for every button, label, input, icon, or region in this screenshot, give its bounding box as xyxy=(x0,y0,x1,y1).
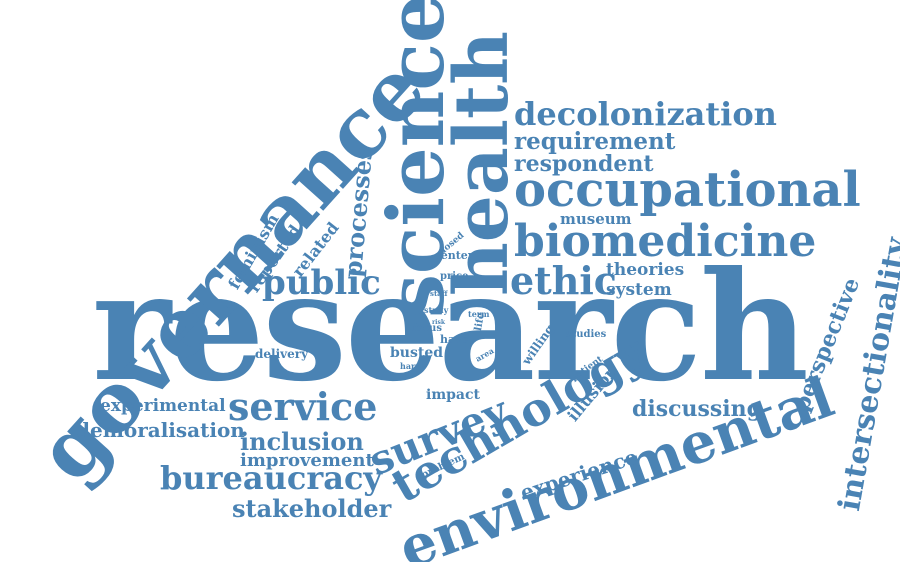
word-discussing: discussing xyxy=(632,396,763,422)
word-delivery: delivery xyxy=(255,347,309,361)
word-study: study xyxy=(424,305,449,315)
word-biomedicine: biomedicine xyxy=(514,216,817,267)
word-studies: studies xyxy=(566,329,607,340)
word-demoralisation: demoralisation xyxy=(76,418,245,442)
word-inclusion: inclusion xyxy=(240,427,364,456)
word-have: have xyxy=(440,333,469,346)
word-risk: risk xyxy=(432,319,445,326)
word-occupational: occupational xyxy=(514,162,861,218)
word-service: service xyxy=(228,384,378,429)
word-bureaucracy: bureaucracy xyxy=(160,459,383,497)
word-center: center xyxy=(434,249,474,262)
word-public: public xyxy=(262,263,381,303)
word-harm: harm xyxy=(400,361,424,371)
word-decolonization: decolonization xyxy=(514,95,777,133)
word-price: price xyxy=(440,271,469,282)
word-term: term xyxy=(468,309,490,319)
word-ethic: ethic xyxy=(510,258,617,303)
word-theories: theories xyxy=(606,260,685,280)
word-research: research xyxy=(92,239,809,415)
word-respondent: respondent xyxy=(514,151,654,177)
word-impact: impact xyxy=(426,387,480,403)
word-system: system xyxy=(606,280,672,300)
word-stakeholder: stakeholder xyxy=(232,494,392,523)
word-staff: staff xyxy=(430,289,448,298)
word-experimental: experimental xyxy=(100,396,226,416)
word-requirement: requirement xyxy=(514,128,676,155)
word-busted: busted xyxy=(390,345,444,361)
word-museum: museum xyxy=(560,210,632,228)
word-improvement: improvement xyxy=(240,450,374,471)
word-focus: focus xyxy=(412,323,442,334)
